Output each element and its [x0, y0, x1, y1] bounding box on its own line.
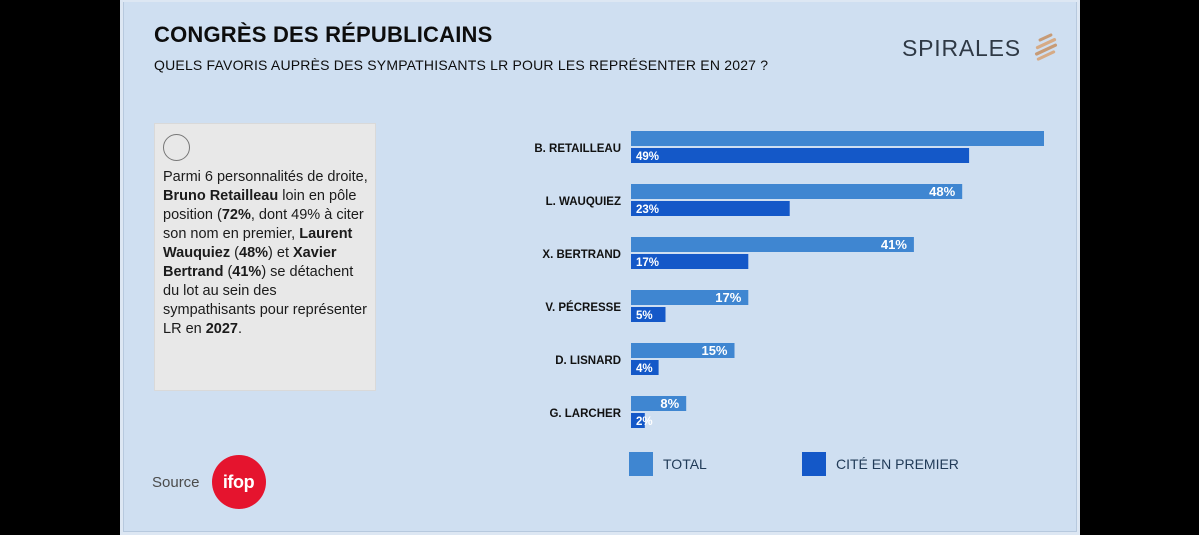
brand: SPIRALES	[902, 33, 1067, 63]
total-bar	[631, 343, 735, 358]
first-data-label: 49%	[636, 151, 659, 163]
spiral-logo-stripe-1	[1038, 33, 1053, 42]
infographic-canvas: CONGRÈS DES RÉPUBLICAINS QUELS FAVORIS A…	[120, 0, 1080, 535]
source-label: Source	[152, 473, 200, 491]
summary-highlight-year: 2027	[205, 321, 238, 337]
ifop-logo: ifop	[211, 455, 266, 509]
total-data-label: 48%	[929, 184, 955, 199]
summary-highlight-retailleau-score: 72%	[221, 207, 251, 223]
first-data-label: 2%	[636, 416, 653, 428]
legend-first: CITÉ EN PREMIER	[802, 450, 959, 478]
first-bar	[631, 201, 790, 216]
total-bar	[631, 184, 963, 199]
first-data-label: 17%	[636, 257, 659, 269]
total-data-label: 41%	[881, 237, 907, 252]
left-black-margin	[0, 0, 120, 535]
summary-highlight-wauquiez-score: 48%	[239, 245, 269, 261]
first-data-label: 4%	[636, 363, 653, 375]
category-label: D. LISNARD	[555, 355, 621, 367]
category-label: B. RETAILLEAU	[534, 143, 621, 155]
total-bar	[631, 290, 749, 305]
spiral-logo-stripe-2	[1035, 38, 1057, 50]
spiral-logo-stripe-3	[1034, 43, 1057, 56]
summary-text-part: ) et	[268, 245, 294, 261]
chart-subtitle: QUELS FAVORIS AUPRÈS DES SYMPATHISANTS L…	[154, 57, 769, 73]
source: Source ifop	[152, 454, 266, 510]
first-bar	[631, 413, 645, 428]
first-data-label: 23%	[636, 204, 659, 216]
summary-highlight-retailleau: Bruno Retailleau	[163, 188, 279, 204]
summary-text-part: Parmi 6 personnalités de droite,	[163, 169, 368, 185]
summary-text-part: (	[223, 264, 233, 280]
legend-total-label: TOTAL	[663, 456, 707, 472]
category-label: L. WAUQUIEZ	[546, 196, 621, 208]
right-black-margin	[1080, 0, 1199, 535]
summary-highlight-bertrand-score: 41%	[232, 264, 262, 280]
first-data-label: 5%	[636, 310, 653, 322]
page-title: CONGRÈS DES RÉPUBLICAINS	[154, 22, 493, 47]
category-label: V. PÉCRESSE	[545, 301, 621, 314]
spiral-logo-stripe-4	[1036, 50, 1056, 61]
legend-total: TOTAL	[629, 450, 707, 478]
total-data-label: 17%	[715, 290, 741, 305]
brand-name: SPIRALES	[902, 34, 1021, 61]
legend-first-label: CITÉ EN PREMIER	[836, 456, 959, 472]
summary-text-part: .	[238, 321, 243, 337]
spiral-logo-icon	[1034, 33, 1057, 61]
total-bar	[631, 237, 914, 252]
summary-box: Parmi 6 personnalités de droite, Bruno R…	[154, 123, 376, 391]
summary-text-part: (	[230, 245, 239, 261]
first-bar	[631, 307, 666, 322]
summary-highlight-bertrand: Xavier Bertrand	[163, 245, 337, 280]
summary-text-part: loin en pôle position (	[163, 188, 357, 223]
summary-text: Parmi 6 personnalités de droite, Bruno R…	[163, 168, 371, 339]
summary-text-part: ) se détachent du lot au sein des sympat…	[163, 264, 367, 337]
circle-icon	[163, 134, 190, 161]
legend-total-swatch	[629, 452, 653, 476]
first-bar	[631, 148, 970, 163]
first-bar	[631, 360, 659, 375]
summary-text-part: , dont 49% à citer son nom en premier,	[163, 207, 364, 242]
total-bar	[631, 131, 1044, 146]
total-data-label: 15%	[701, 343, 727, 358]
category-label: X. BERTRAND	[542, 249, 621, 261]
legend-first-swatch	[802, 452, 826, 476]
total-data-label: 8%	[660, 396, 679, 411]
category-label: G. LARCHER	[549, 408, 621, 420]
infographic-card: CONGRÈS DES RÉPUBLICAINS QUELS FAVORIS A…	[123, 2, 1077, 532]
total-bar	[631, 396, 687, 411]
first-bar	[631, 254, 749, 269]
summary-highlight-wauquiez: Laurent Wauquiez	[163, 226, 353, 261]
